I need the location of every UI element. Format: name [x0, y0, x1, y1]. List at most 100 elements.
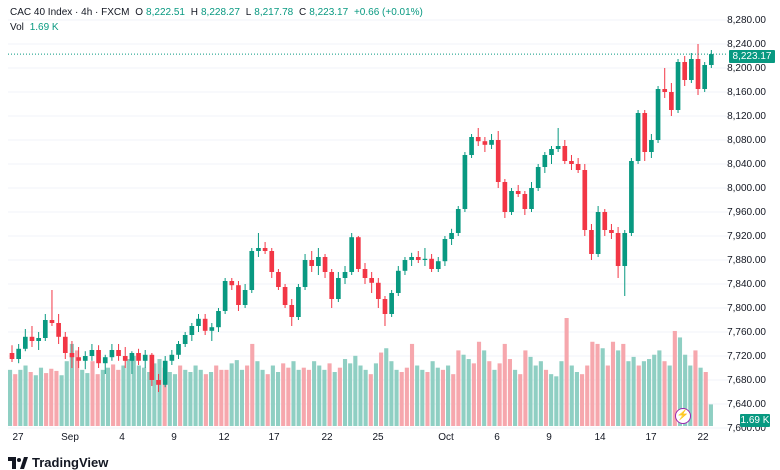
volume-bar	[100, 369, 105, 426]
volume-bar	[33, 375, 38, 426]
volume-bar	[152, 363, 157, 426]
candle-body	[529, 188, 534, 209]
candle-body	[415, 257, 421, 260]
volume-bar	[399, 372, 404, 426]
volume-bar	[425, 372, 430, 426]
y-tick-label: 7,680.00	[727, 375, 766, 386]
volume-bar	[507, 359, 512, 426]
volume-bar	[497, 363, 502, 426]
symbol-title[interactable]: CAC 40 Index · 4h · FXCM	[10, 7, 130, 18]
y-tick-label: 7,600.00	[727, 423, 766, 434]
volume-bar	[585, 365, 590, 426]
volume-bar	[141, 367, 147, 426]
volume-bar	[131, 355, 136, 426]
candle-body	[269, 251, 275, 272]
y-tick-label: 8,160.00	[727, 87, 766, 98]
candle-body	[309, 260, 315, 266]
volume-bar	[476, 341, 482, 426]
volume-bar	[312, 361, 317, 426]
volume-bar	[291, 361, 296, 426]
time-axis[interactable]: 27 Sep 4 9 12 17 22 25 Oct 6 9 14 17 22	[12, 432, 709, 443]
flash-icon[interactable]: ⚡	[675, 408, 691, 424]
x-tick-label: 27	[12, 432, 24, 443]
y-tick-label: 8,200.00	[727, 63, 766, 74]
low-label: L	[245, 7, 252, 18]
candle-body	[469, 137, 474, 155]
candle-body	[342, 272, 348, 278]
volume-bar	[688, 365, 693, 426]
x-tick-label: 22	[321, 432, 333, 443]
volume-bar	[600, 348, 605, 426]
volume-bar	[564, 318, 569, 426]
volume-bar	[538, 361, 543, 426]
tradingview-icon	[8, 456, 28, 469]
volume-bar	[363, 369, 368, 426]
candle-body	[149, 354, 155, 380]
volume-bar	[708, 404, 713, 426]
x-tick-label: 14	[594, 432, 606, 443]
volume-bar	[260, 369, 265, 426]
price-axis[interactable]: 8,280.00 8,240.00 8,200.00 8,160.00 8,120.00…	[727, 15, 766, 434]
volume-bar	[523, 350, 528, 426]
x-tick-label: 12	[218, 432, 230, 443]
volume-row: Vol 1.69 K	[10, 22, 426, 34]
x-tick-label: 4	[119, 432, 125, 443]
volume-bar	[23, 365, 28, 426]
volume-bar	[394, 369, 399, 426]
volume-bar	[208, 372, 214, 426]
candle-body	[89, 350, 95, 356]
close-value: 8,223.17	[309, 7, 349, 18]
volume-bar	[574, 372, 579, 426]
candle-body	[369, 278, 374, 283]
volume-bar	[275, 372, 281, 426]
volume-bar	[157, 359, 162, 426]
volume-bar	[121, 365, 126, 426]
volume-bar	[626, 361, 631, 426]
volume-bar	[636, 365, 641, 426]
volume-bar	[342, 359, 348, 426]
y-tick-label: 7,760.00	[727, 327, 766, 338]
volume-bar	[54, 370, 59, 426]
volume-bar	[652, 354, 657, 426]
y-tick-label: 7,640.00	[727, 399, 766, 410]
volume-bar	[332, 372, 337, 426]
volume-bar	[621, 343, 626, 426]
candle-body	[662, 89, 668, 92]
candle-body	[136, 353, 141, 361]
volume-bar	[116, 369, 121, 426]
volume-bar	[301, 367, 306, 426]
candle-body	[382, 299, 388, 314]
volume-bar	[162, 367, 167, 426]
volume-bar	[559, 361, 564, 426]
volume-bar	[111, 364, 116, 426]
tradingview-logo[interactable]: TradingView	[8, 455, 108, 470]
volume-bar	[451, 374, 456, 426]
open-label: O	[135, 7, 144, 18]
candle-body	[42, 320, 48, 338]
volume-bar	[147, 372, 152, 426]
candle-body	[502, 182, 508, 212]
volume-bars	[8, 318, 713, 426]
volume-bar	[466, 359, 471, 426]
candle-body	[256, 248, 261, 251]
y-tick-label: 7,880.00	[727, 255, 766, 266]
volume-bar	[337, 367, 342, 426]
candle-body	[29, 336, 35, 341]
candle-body	[289, 305, 295, 317]
candle-body	[709, 54, 714, 65]
candle-body	[216, 311, 221, 328]
candle-body	[236, 285, 241, 305]
open-value: 8,222.51	[146, 7, 185, 18]
candle-body	[76, 357, 81, 361]
candle-body	[302, 260, 308, 287]
close-label: C	[299, 7, 307, 18]
volume-bar	[358, 365, 363, 426]
candle-body	[562, 146, 568, 161]
candle-body	[569, 161, 574, 164]
candle-body	[336, 278, 341, 299]
volume-bar	[430, 361, 435, 426]
candle-body	[69, 353, 75, 358]
volume-bar	[368, 374, 373, 426]
candle-body	[202, 318, 208, 331]
